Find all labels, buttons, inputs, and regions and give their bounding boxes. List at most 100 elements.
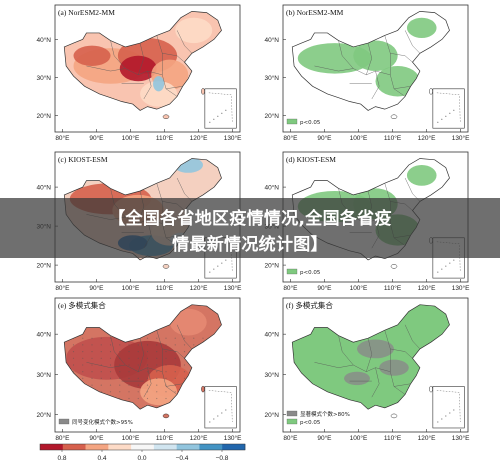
- legend-swatch: [58, 418, 70, 425]
- lat-tick-label: 20°N: [264, 262, 279, 270]
- hatch-dot: [128, 351, 130, 353]
- hatch-dot: [82, 371, 84, 373]
- lon-tick-label: 120°E: [418, 134, 436, 142]
- province-border: [176, 324, 193, 350]
- colorbar-tick-label: 0.4: [97, 455, 106, 462]
- province-border: [393, 86, 411, 90]
- hatch-dot: [165, 337, 167, 339]
- lat-tick-label: 20°N: [264, 112, 279, 120]
- inset-island: [221, 412, 223, 414]
- hatch-dot: [174, 391, 176, 393]
- hatch-dot: [119, 344, 121, 346]
- hatch-dot: [119, 377, 121, 379]
- hatch-dot: [193, 344, 195, 346]
- lat-tick-label: 30°N: [264, 371, 279, 379]
- hatch-dot: [119, 351, 121, 353]
- hatch-dot: [91, 377, 93, 379]
- lon-tick-label: 100°E: [350, 134, 368, 142]
- inset-island: [445, 115, 447, 117]
- title-banner: 【全国各省地区疫情情况,全国各省疫 情最新情况统计图】: [0, 198, 500, 258]
- value-region: [119, 55, 157, 82]
- value-field: [297, 17, 437, 97]
- inset-island: [437, 271, 439, 273]
- hatch-dot: [137, 397, 139, 400]
- hatch-dot: [100, 371, 102, 373]
- hatch-dot: [91, 357, 93, 359]
- hatch-dot: [91, 384, 93, 386]
- hatch-dot: [156, 364, 158, 366]
- hatch-dot: [174, 371, 176, 373]
- province-border: [404, 30, 421, 54]
- hatch-dot: [165, 377, 167, 379]
- hatch-dot: [82, 377, 84, 379]
- lon-tick-label: 120°E: [418, 434, 436, 442]
- province-border: [314, 362, 354, 368]
- value-region: [73, 45, 111, 66]
- lon-tick-label: 100°E: [350, 284, 368, 292]
- map-panel-1: (a) NorESM2-MM 40°N 30°N 20°N 80°E 90°E 100°E 1…: [36, 4, 242, 142]
- hatch-dot: [165, 351, 167, 353]
- grey-region: [379, 359, 409, 376]
- colorbar-segment: [199, 444, 223, 450]
- legend-label: 同号变化模式个数>95%: [72, 418, 133, 426]
- hatch-dot: [183, 371, 186, 373]
- hatch-dot: [119, 391, 121, 393]
- province-border: [176, 30, 193, 54]
- colorbar-segment: [108, 444, 132, 450]
- lon-tick-label: 80°E: [283, 284, 298, 292]
- hatch-dot: [109, 384, 112, 386]
- colorbar-tick-label: 0.8: [57, 455, 66, 462]
- hainan-island: [162, 413, 170, 419]
- hatch-dot: [91, 351, 93, 353]
- hatch-dot: [165, 344, 167, 346]
- panel-title: (c) KIOST-ESM: [58, 155, 108, 164]
- province-border: [390, 348, 413, 359]
- province-border: [366, 43, 373, 75]
- hatch-dot: [82, 364, 84, 366]
- province-border: [162, 348, 185, 359]
- lon-tick-label: 110°E: [156, 284, 174, 292]
- south-china-sea-inset: [432, 386, 465, 429]
- province-border: [138, 338, 145, 372]
- province-border: [162, 53, 185, 63]
- hatch-dot: [137, 344, 139, 346]
- hatch-dot: [72, 364, 75, 366]
- lon-tick-label: 130°E: [224, 284, 242, 292]
- hatch-dot: [137, 377, 139, 379]
- hatch-dot: [91, 344, 93, 346]
- lon-tick-label: 90°E: [317, 134, 332, 142]
- colorbar-segment: [176, 444, 200, 450]
- hatch-dot: [119, 384, 121, 386]
- lat-tick-label: 30°N: [36, 74, 51, 82]
- colorbar-segment: [153, 444, 177, 450]
- lat-tick-label: 20°N: [36, 262, 51, 270]
- colorbar-tick-label: −0.8: [216, 455, 229, 462]
- hatch-dot: [156, 344, 158, 346]
- inset-island: [217, 415, 219, 417]
- hatch-dot: [128, 391, 130, 393]
- inset-island: [441, 268, 443, 270]
- hainan-island: [390, 413, 398, 419]
- inset-island: [209, 271, 211, 273]
- province-border: [371, 367, 380, 398]
- province-border: [314, 65, 354, 72]
- province-border: [86, 362, 126, 368]
- nine-dash-line: [436, 390, 461, 422]
- hatch-dot: [174, 344, 176, 346]
- hatch-dot: [183, 377, 186, 379]
- inset-island: [217, 115, 219, 117]
- nine-dash-line: [208, 390, 233, 422]
- inset-island: [441, 118, 443, 120]
- hatch-dot: [146, 371, 149, 373]
- legend-label: p<0.05: [300, 270, 321, 276]
- province-border: [338, 40, 354, 69]
- inset-island: [453, 259, 455, 261]
- lon-tick-label: 80°E: [283, 134, 298, 142]
- lon-tick-label: 80°E: [55, 134, 70, 142]
- hatch-dot: [156, 351, 158, 353]
- province-border: [86, 65, 126, 72]
- lon-tick-label: 120°E: [190, 284, 208, 292]
- value-region: [406, 17, 437, 39]
- taiwan-island: [429, 88, 433, 95]
- hatch-dot: [128, 384, 130, 386]
